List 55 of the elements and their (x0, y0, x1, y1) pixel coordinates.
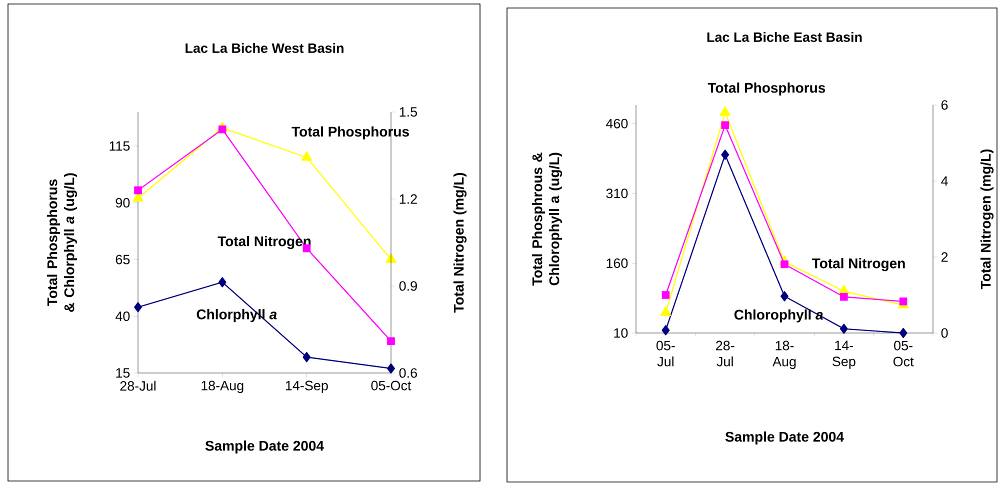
y-axis-title: Total Phosphrous & Chlorophyll a (ug/L) (532, 152, 562, 286)
series-label: Total Nitrogen (812, 258, 905, 272)
y2-axis-title: Total Nitrogen (mg/L) (453, 172, 467, 313)
x-tick-label: 05-Jul (656, 340, 675, 366)
series-label: Total Phosphorus (292, 126, 409, 140)
point (720, 106, 730, 116)
point (660, 306, 672, 316)
x-tick-label: 18-Aug (772, 340, 796, 370)
point (662, 325, 670, 336)
point (662, 291, 670, 299)
y2-tick-label: 0.9 (399, 281, 417, 291)
y-tick-label: 115 (110, 141, 130, 151)
point (780, 260, 788, 268)
x-axis-title: Sample Date 2004 (205, 440, 324, 454)
y2-tick-label: 0.6 (399, 368, 417, 378)
point (899, 328, 908, 338)
y2-tick-label: 0 (941, 328, 948, 338)
y2-tick-label: 1.5 (400, 107, 418, 117)
x-tick-label: 18-Aug (202, 380, 244, 394)
point (218, 126, 226, 134)
point (134, 302, 142, 312)
series-label: Total Phosphorus (708, 82, 826, 96)
y-tick-label: 65 (116, 254, 130, 264)
x-tick-label: 05-Oct (371, 380, 412, 390)
point (840, 293, 848, 301)
point (387, 337, 395, 345)
y-tick-label: 160 (606, 258, 628, 268)
point (302, 352, 311, 362)
x-tick-label: 28-Jul (716, 340, 734, 366)
y-tick-label: 15 (116, 368, 130, 378)
x-axis-title: Sample Date 2004 (725, 431, 844, 445)
y2-tick-label: 1.2 (400, 194, 417, 204)
y-tick-label: 40 (116, 311, 130, 322)
point (840, 324, 848, 334)
x-tick-label: 28-Jul (120, 380, 156, 391)
point (301, 151, 312, 161)
y-tick-label: 310 (606, 188, 628, 198)
point (134, 186, 142, 194)
point (218, 277, 226, 288)
x-tick-label: 14-Sep (286, 380, 328, 394)
y-tick-label: 10 (614, 328, 628, 338)
x-tick-label: 05-Oct (893, 340, 914, 366)
y-tick-label: 90 (116, 198, 130, 208)
point (721, 150, 730, 160)
chart-title: Lac La Biche East Basin (707, 32, 862, 42)
y2-axis-title: Total Nitrogen (mg/L) (980, 149, 994, 290)
x-tick-label: 14-Sep (832, 340, 856, 369)
point (899, 298, 908, 306)
point (780, 291, 788, 302)
y2-tick-label: 6 (941, 100, 948, 110)
y-tick-label: 460 (606, 118, 628, 128)
chart-title: Lac La Biche West Basin (186, 43, 344, 53)
y2-tick-label: 4 (941, 176, 948, 186)
point (721, 121, 730, 130)
y2-tick-label: 2 (941, 252, 948, 262)
